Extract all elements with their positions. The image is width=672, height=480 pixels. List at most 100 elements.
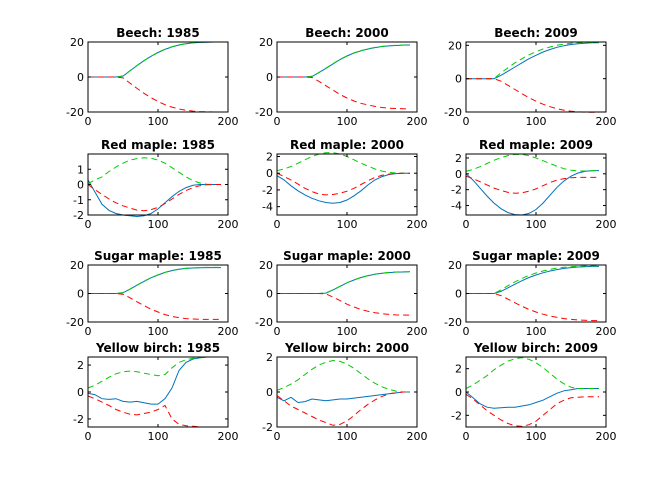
series-line [465, 170, 599, 216]
y-tick-label: 0 [266, 288, 273, 301]
y-tick-label: 20 [70, 259, 84, 272]
series-line [465, 357, 599, 389]
subplot-title: Red maple: 2000 [290, 138, 404, 152]
axes-frame [87, 356, 229, 428]
series-line [466, 78, 599, 113]
series-line [87, 179, 221, 218]
y-tick-label: 0 [455, 73, 462, 86]
x-tick-label: 0 [463, 115, 470, 128]
y-tick-label: 0 [455, 386, 462, 399]
series-line [88, 41, 221, 78]
series-line [276, 172, 410, 196]
subplot: 0 100 200 -4 -2 0 2 Red maple: 2009 [451, 138, 616, 231]
y-tick-label: 20 [259, 259, 273, 272]
x-tick-label: 100 [337, 430, 358, 443]
subplot-title: Yellow birch: 2009 [473, 341, 598, 355]
series-line [465, 153, 600, 172]
x-tick-label: 100 [337, 218, 358, 231]
series-line [88, 266, 221, 294]
series-line [465, 175, 599, 194]
x-tick-label: 200 [407, 115, 428, 128]
series-line [277, 44, 411, 78]
subplot-title: Yellow birch: 1985 [95, 341, 220, 355]
y-tick-label: -4 [262, 201, 273, 214]
series-line [466, 265, 599, 294]
series-line [276, 172, 410, 204]
series-line [87, 184, 221, 212]
y-tick-label: 2 [455, 152, 462, 165]
y-tick-label: -1 [73, 194, 84, 207]
x-tick-label: 100 [148, 115, 169, 128]
x-tick-label: 0 [85, 115, 92, 128]
x-tick-label: 0 [274, 218, 281, 231]
y-tick-label: -20 [66, 106, 84, 119]
x-tick-label: 0 [274, 115, 281, 128]
y-tick-label: -20 [444, 106, 462, 119]
y-tick-label: 20 [448, 39, 462, 52]
y-tick-label: 20 [70, 36, 84, 49]
series-line [87, 356, 221, 389]
x-tick-label: 200 [407, 325, 428, 338]
axes-frame [276, 356, 418, 428]
x-tick-label: 200 [596, 218, 617, 231]
y-tick-label: -20 [444, 316, 462, 329]
x-tick-label: 0 [274, 430, 281, 443]
series-line [276, 359, 410, 393]
x-tick-label: 100 [148, 218, 169, 231]
y-tick-label: -20 [255, 316, 273, 329]
x-tick-label: 200 [218, 430, 239, 443]
series-line [87, 157, 221, 185]
series-line [87, 356, 221, 405]
x-tick-label: 100 [526, 325, 547, 338]
series-line [465, 388, 599, 409]
subplot-title: Beech: 1985 [116, 26, 199, 40]
x-tick-label: 0 [85, 430, 92, 443]
subplot-title: Red maple: 2009 [479, 138, 593, 152]
subplot-title: Sugar maple: 2009 [472, 249, 600, 263]
y-tick-label: -4 [451, 199, 462, 212]
x-tick-label: 0 [85, 325, 92, 338]
series-line [277, 271, 411, 294]
series-line [87, 395, 221, 428]
series-line [466, 265, 599, 294]
y-tick-label: 2 [266, 151, 273, 164]
x-tick-label: 100 [526, 218, 547, 231]
y-tick-label: -2 [451, 409, 462, 422]
y-tick-label: -2 [262, 421, 273, 434]
x-tick-label: 200 [596, 430, 617, 443]
series-line [276, 391, 410, 426]
y-tick-label: 0 [77, 179, 84, 192]
series-line [277, 271, 411, 294]
subplot-title: Yellow birch: 2000 [284, 341, 409, 355]
y-tick-label: -2 [73, 209, 84, 222]
x-tick-label: 200 [596, 325, 617, 338]
series-line [276, 391, 410, 404]
y-tick-label: -20 [66, 316, 84, 329]
y-tick-label: -2 [262, 184, 273, 197]
series-line [466, 42, 599, 80]
series-line [465, 393, 599, 427]
y-tick-label: 0 [266, 386, 273, 399]
subplot-title: Red maple: 1985 [101, 138, 215, 152]
subplot-title: Sugar maple: 2000 [283, 249, 411, 263]
subplot: 0 100 200 -4 -2 0 2 Red maple: 2000 [262, 138, 427, 231]
series-line [276, 152, 410, 174]
y-tick-label: 0 [77, 71, 84, 84]
y-tick-label: 0 [455, 168, 462, 181]
x-tick-label: 100 [148, 430, 169, 443]
x-tick-label: 200 [407, 218, 428, 231]
y-tick-label: 0 [77, 386, 84, 399]
x-tick-label: 200 [218, 218, 239, 231]
y-tick-label: 0 [266, 71, 273, 84]
x-tick-label: 200 [407, 430, 428, 443]
x-tick-label: 200 [218, 325, 239, 338]
x-tick-label: 200 [218, 115, 239, 128]
